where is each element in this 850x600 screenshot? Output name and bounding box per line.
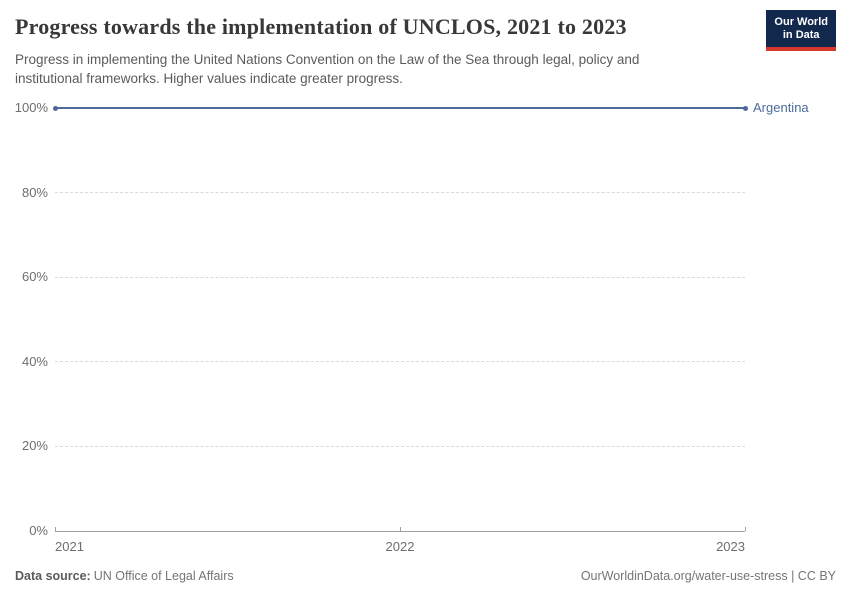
data-source-label: Data source: — [15, 569, 91, 583]
gridline — [55, 361, 745, 363]
chart-title: Progress towards the implementation of U… — [15, 14, 627, 39]
series-line-segment — [400, 107, 745, 109]
series-label: Argentina — [753, 100, 809, 115]
gridline — [55, 276, 745, 278]
y-tick-label: 80% — [21, 184, 48, 200]
x-tick-mark — [399, 527, 401, 531]
owid-logo-line2: in Data — [782, 29, 820, 41]
y-tick-label: 100% — [14, 100, 48, 115]
x-tick-label: 2022 — [385, 539, 415, 554]
data-point-marker — [742, 105, 748, 111]
x-tick-mark — [744, 527, 746, 531]
y-tick-label: 60% — [21, 269, 48, 285]
gridline — [55, 192, 745, 194]
data-source: Data source: UN Office of Legal Affairs — [15, 569, 234, 583]
attribution: OurWorldinData.org/water-use-stress | CC… — [580, 569, 836, 583]
owid-logo: Our World in Data — [766, 10, 836, 51]
series-line-segment — [55, 107, 400, 109]
x-tick-label: 2021 — [55, 539, 84, 554]
x-axis-line — [55, 530, 745, 532]
owid-logo-line1: Our World — [774, 16, 828, 28]
data-source-value: UN Office of Legal Affairs — [93, 569, 234, 583]
x-tick-mark — [54, 527, 56, 531]
y-tick-label: 20% — [21, 438, 48, 454]
gridline — [55, 445, 745, 447]
data-point-marker — [52, 105, 58, 111]
y-tick-label: 40% — [21, 353, 48, 369]
chart-subtitle: Progress in implementing the United Nati… — [15, 52, 640, 86]
y-tick-label: 0% — [29, 523, 48, 538]
x-tick-label: 2023 — [716, 539, 745, 554]
